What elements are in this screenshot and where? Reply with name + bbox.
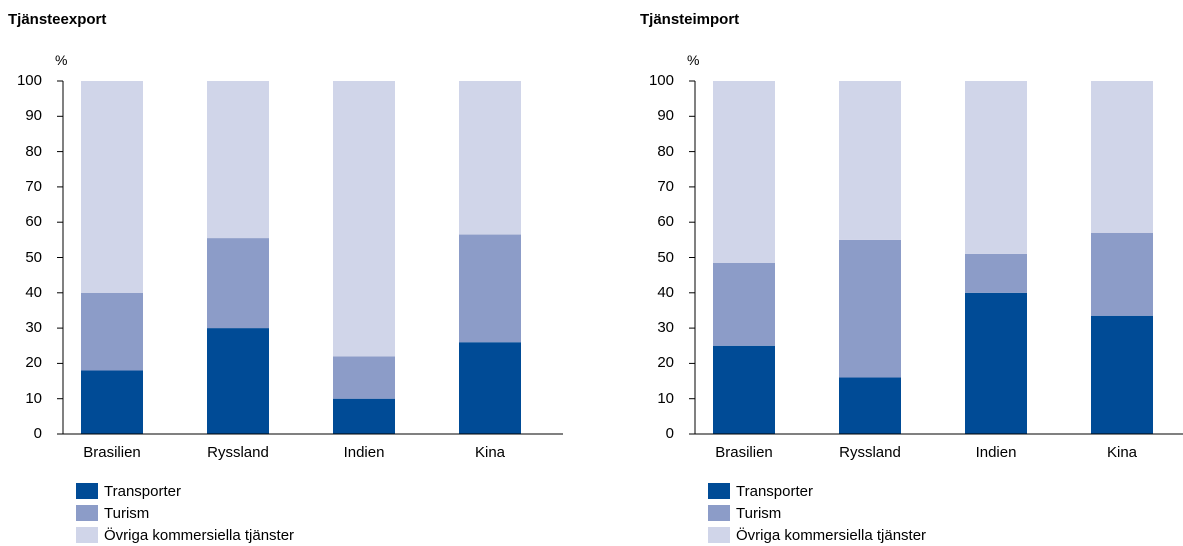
x-tick-label: Indien	[343, 444, 385, 461]
bar-ovriga-ryssland	[207, 81, 269, 239]
legend-swatch	[76, 527, 98, 543]
y-unit-label: %	[687, 52, 700, 68]
bar-ovriga-brasilien	[81, 81, 143, 293]
y-tick-label: 30	[25, 319, 42, 337]
import-chart-plot	[689, 80, 1183, 435]
y-tick-label: 20	[657, 354, 674, 372]
legend-swatch	[708, 505, 730, 521]
bar-turism-brasilien	[713, 262, 775, 346]
y-tick-label: 80	[657, 142, 674, 160]
bar-transporter-brasilien	[713, 345, 775, 434]
y-tick-label: 50	[25, 248, 42, 266]
legend-item-ovriga: Övriga kommersiella tjänster	[76, 524, 294, 546]
y-tick-label: 70	[657, 177, 674, 195]
y-tick-label: 100	[16, 72, 42, 89]
chart-title: Tjänsteimport	[640, 11, 740, 28]
y-tick-label: 0	[33, 425, 42, 442]
x-tick-label: Brasilien	[715, 444, 773, 461]
bar-turism-indien	[965, 253, 1027, 293]
legend-item-ovriga: Övriga kommersiella tjänster	[708, 524, 926, 546]
y-tick-label: 10	[657, 389, 674, 407]
bar-turism-ryssland	[207, 238, 269, 329]
bar-ovriga-brasilien	[713, 81, 775, 263]
export-chart-panel: Tjänsteexport % Transporter Turism Övrig…	[8, 11, 563, 546]
bar-ovriga-kina	[1091, 81, 1153, 233]
export-chart-plot	[57, 80, 563, 435]
bar-ovriga-indien	[965, 81, 1027, 254]
legend-label: Övriga kommersiella tjänster	[736, 526, 927, 544]
x-tick-label: Kina	[474, 444, 506, 461]
bar-transporter-ryssland	[839, 377, 901, 434]
bar-transporter-indien	[965, 292, 1027, 434]
legend-label: Turism	[104, 504, 150, 522]
legend-swatch	[76, 483, 98, 499]
legend-item-turism: Turism	[76, 502, 294, 524]
legend-item-transporter: Transporter	[708, 480, 926, 502]
x-tick-label: Brasilien	[83, 444, 141, 461]
x-tick-label: Ryssland	[839, 444, 901, 461]
y-tick-label: 30	[657, 319, 674, 337]
y-tick-label: 60	[657, 213, 674, 231]
y-tick-label: 50	[657, 248, 674, 266]
bar-ovriga-indien	[333, 81, 395, 357]
x-tick-label: Indien	[975, 444, 1017, 461]
bar-transporter-kina	[1091, 315, 1153, 434]
bar-turism-kina	[1091, 232, 1153, 316]
chart-legend: Transporter Turism Övriga kommersiella t…	[708, 480, 926, 546]
y-tick-label: 70	[25, 177, 42, 195]
y-tick-label: 0	[665, 425, 674, 442]
legend-swatch	[76, 505, 98, 521]
bar-ovriga-kina	[459, 81, 521, 235]
y-tick-label: 40	[657, 283, 674, 301]
legend-label: Transporter	[104, 482, 181, 500]
y-tick-label: 20	[25, 354, 42, 372]
y-tick-label: 10	[25, 389, 42, 407]
bar-turism-ryssland	[839, 239, 901, 378]
y-tick-label: 100	[648, 72, 674, 89]
import-chart-panel: Tjänsteimport % Transporter Turism Övrig…	[632, 0, 1183, 546]
legend-label: Transporter	[736, 482, 813, 500]
legend-swatch	[708, 527, 730, 543]
x-tick-label: Ryssland	[207, 444, 269, 461]
legend-item-transporter: Transporter	[76, 480, 294, 502]
bar-turism-kina	[459, 234, 521, 343]
legend-swatch	[708, 483, 730, 499]
y-tick-label: 80	[25, 142, 42, 160]
legend-item-turism: Turism	[708, 502, 926, 524]
legend-label: Turism	[736, 504, 782, 522]
y-tick-label: 40	[25, 283, 42, 301]
y-tick-label: 90	[657, 107, 674, 125]
legend-label: Övriga kommersiella tjänster	[104, 526, 295, 544]
bar-transporter-indien	[333, 398, 395, 434]
y-unit-label: %	[55, 52, 68, 68]
chart-title: Tjänsteexport	[8, 11, 107, 28]
bar-transporter-kina	[459, 342, 521, 434]
bar-transporter-brasilien	[81, 370, 143, 434]
bar-transporter-ryssland	[207, 328, 269, 434]
y-tick-label: 90	[25, 107, 42, 125]
x-tick-label: Kina	[1106, 444, 1138, 461]
chart-legend: Transporter Turism Övriga kommersiella t…	[76, 480, 294, 546]
bar-turism-brasilien	[81, 292, 143, 371]
y-tick-label: 60	[25, 213, 42, 231]
bar-turism-indien	[333, 356, 395, 399]
bar-ovriga-ryssland	[839, 81, 901, 240]
